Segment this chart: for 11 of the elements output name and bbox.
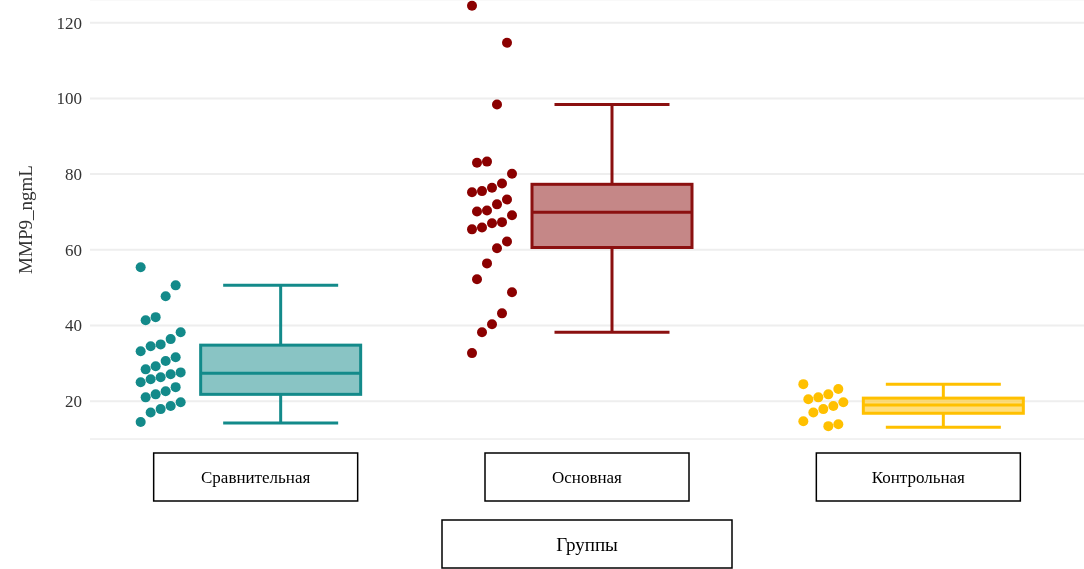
y-tick-label: 20 (65, 392, 82, 412)
y-tick-label: 100 (56, 89, 82, 109)
x-axis-title: Группы (556, 533, 619, 555)
y-tick-label: 40 (65, 316, 82, 336)
y-tick-label: 60 (65, 240, 82, 260)
x-tick-label: Контрольная (871, 467, 966, 487)
y-tick-label: 120 (56, 13, 82, 33)
y-tick-label: 80 (65, 165, 82, 185)
x-tick-label: Основная (552, 467, 623, 487)
y-axis-title: MMP9_ngmL (15, 165, 36, 274)
x-tick-label: Сравнительная (201, 467, 311, 487)
